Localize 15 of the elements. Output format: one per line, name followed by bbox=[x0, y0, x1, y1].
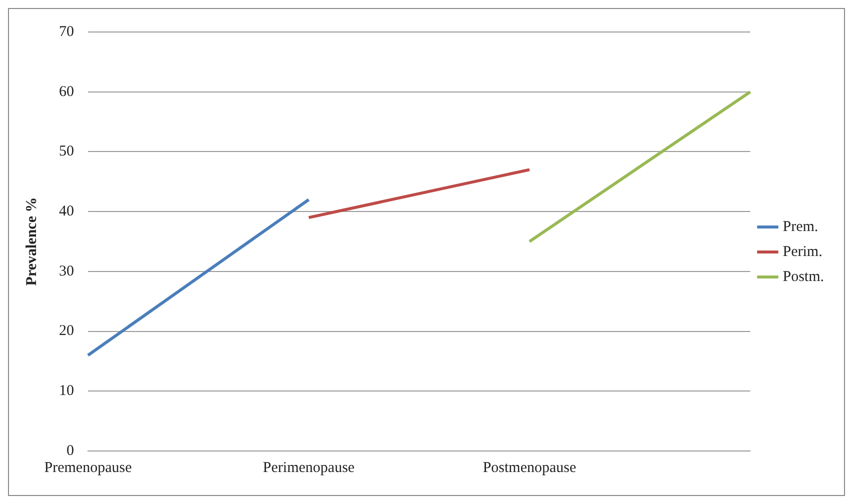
x-tick-label: Perimenopause bbox=[262, 460, 355, 476]
legend-label: Prem. bbox=[782, 218, 818, 235]
legend-label: Perim. bbox=[782, 244, 822, 260]
y-tick-label: 0 bbox=[66, 442, 74, 459]
y-tick-label: 70 bbox=[59, 24, 74, 40]
y-tick-label: 60 bbox=[59, 84, 74, 100]
y-tick-label: 10 bbox=[59, 383, 74, 400]
y-tick-label: 20 bbox=[59, 323, 74, 340]
y-axis-title: Prevalence % bbox=[24, 197, 40, 286]
y-tick-label: 40 bbox=[59, 204, 74, 220]
x-tick-label: Premenopause bbox=[44, 460, 132, 476]
legend-label: Postm. bbox=[782, 268, 824, 285]
x-tick-label: Postmenopause bbox=[482, 460, 576, 476]
y-tick-label: 30 bbox=[59, 263, 74, 280]
y-tick-label: 50 bbox=[59, 144, 74, 160]
